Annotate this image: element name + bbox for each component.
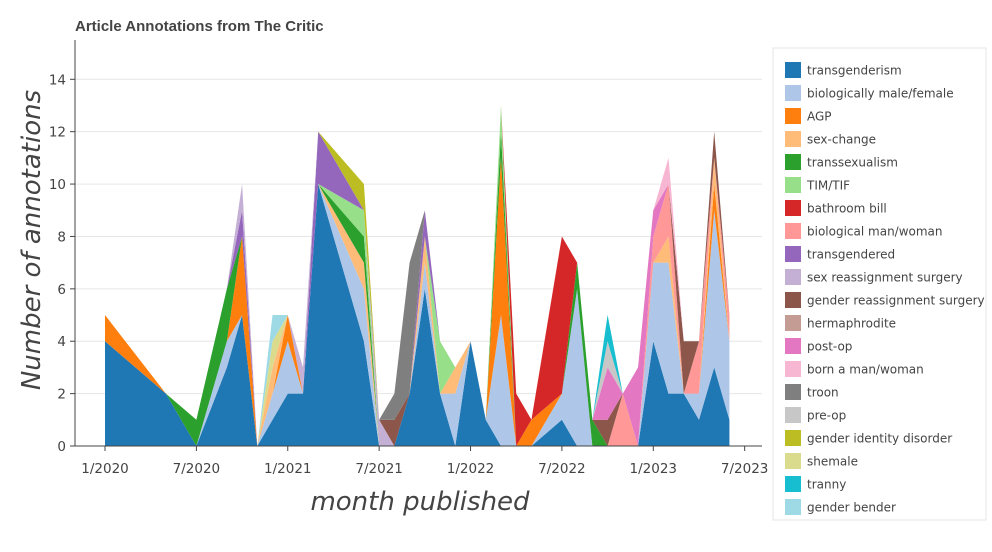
legend: transgenderism biologically male/female AG… [772,47,987,521]
legend-swatch [785,292,801,308]
legend-label: sex reassignment surgery [807,271,963,285]
legend-label: born a man/woman [807,363,924,377]
legend-swatch [785,361,801,377]
area-series-biologically-male-female [105,184,730,446]
legend-swatch [785,177,801,193]
x-tick-label: 7/2023 [721,461,769,477]
y-tick-label: 14 [49,72,66,88]
area-series-transgenderism [105,184,730,446]
legend-label: bathroom bill [807,202,887,216]
legend-swatch [785,108,801,124]
legend-label: shemale [807,455,858,469]
legend-label: sex-change [807,133,876,147]
y-axis-title: Number of annotations [17,90,47,390]
chart-title: Article Annotations from The Critic [75,18,324,35]
legend-label: TIM/TIF [806,179,850,193]
y-tick-label: 8 [57,229,66,245]
legend-swatch [785,154,801,170]
legend-swatch [785,384,801,400]
legend-label: biologically male/female [807,87,954,101]
x-tick-label: 7/2020 [173,461,221,477]
x-axis-title: month published [310,487,530,517]
legend-swatch [785,407,801,423]
x-tick-label: 1/2022 [447,461,495,477]
x-tick-label: 1/2023 [630,461,678,477]
legend-label: troon [807,386,839,400]
legend-label: transgenderism [807,64,902,78]
y-tick-label: 2 [57,387,66,403]
axes: 0 2 4 6 8 10 12 14 1/2020 7/2020 1/2021 7/2021 1/202… [49,40,769,477]
legend-swatch [785,85,801,101]
x-tick-label: 1/2021 [264,461,312,477]
legend-swatch [785,62,801,78]
legend-label: tranny [807,478,846,492]
legend-label: post-op [807,340,852,354]
legend-swatch [785,476,801,492]
legend-label: gender identity disorder [807,432,952,446]
legend-label: transgendered [807,248,895,262]
y-tick-label: 4 [57,334,66,350]
legend-label: biological man/woman [807,225,943,239]
area-series-transgendered [105,105,730,446]
legend-swatch [785,200,801,216]
x-tick-label: 7/2022 [538,461,586,477]
legend-label: AGP [807,110,832,124]
area-series-transsexualism [105,131,730,446]
x-tick-label: 7/2021 [355,461,403,477]
legend-swatch [785,430,801,446]
legend-swatch [785,499,801,515]
y-tick-label: 0 [57,439,66,455]
legend-swatch [785,338,801,354]
legend-swatch [785,131,801,147]
legend-label: gender bender [807,501,896,515]
y-tick-label: 10 [49,177,66,193]
legend-swatch [785,269,801,285]
legend-label: pre-op [807,409,846,423]
legend-swatch [785,453,801,469]
legend-swatch [785,315,801,331]
area-series-layer [105,105,730,446]
legend-label: gender reassignment surgery [807,294,985,308]
legend-swatch [785,223,801,239]
x-tick-label: 1/2020 [81,461,129,477]
legend-box [772,47,987,521]
legend-swatch [785,246,801,262]
legend-label: transsexualism [807,156,898,170]
y-tick-label: 12 [49,125,66,141]
y-tick-label: 6 [57,282,66,298]
legend-label: hermaphrodite [807,317,896,331]
area-series-troon [105,105,730,446]
